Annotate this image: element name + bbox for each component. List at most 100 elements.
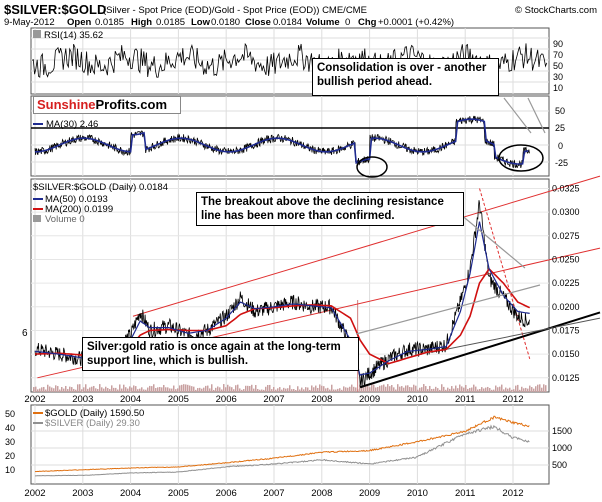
volume-bar [153, 384, 155, 392]
volume-bar [381, 385, 383, 392]
volume-bar [523, 388, 525, 392]
volume-bar [93, 385, 95, 392]
volume-bar [195, 389, 197, 392]
volume-bar [531, 387, 533, 392]
volume-bar [341, 389, 343, 392]
volume-bar [323, 386, 325, 392]
volume-bar [503, 389, 505, 392]
volume-bar [377, 387, 379, 392]
main-left-tick: 6 [22, 328, 28, 339]
volume-bar [395, 389, 397, 392]
volume-bar [509, 387, 511, 392]
volume-bar [287, 388, 289, 392]
volume-bar [373, 384, 375, 392]
volume-bar [239, 388, 241, 392]
x-tick-2003: 2003 [72, 394, 93, 405]
volume-bar [461, 386, 463, 392]
trend-lines [37, 175, 601, 389]
volume-bar [229, 386, 231, 392]
volume-bar [317, 387, 319, 392]
volume-bar [343, 386, 345, 392]
volume-bar [415, 385, 417, 392]
volume-bar [123, 384, 125, 392]
volume-bar [131, 387, 133, 392]
x-tick-bottom-2004: 2004 [120, 488, 141, 499]
volume-bar [251, 384, 253, 392]
volume-bar [459, 384, 461, 392]
volume-bar [353, 386, 355, 392]
annotation-consolidation: Consolidation is over - another bullish … [312, 58, 499, 96]
volume-bar [169, 388, 171, 392]
volume-bar [389, 386, 391, 392]
x-tick-bottom-2010: 2010 [407, 488, 428, 499]
volume-bar [383, 384, 385, 392]
volume-bar [253, 388, 255, 392]
volume-bar [241, 389, 243, 392]
volume-bar [205, 385, 207, 392]
volume-bar [273, 387, 275, 392]
volume-bar [443, 386, 445, 392]
osc-tick-50: 50 [555, 106, 565, 116]
volume-bar [423, 384, 425, 392]
rsi-line [31, 42, 548, 78]
bottom-x-axis: 2002 2003 2004 2005 2006 2007 2008 2009 2010 2011… [24, 488, 523, 499]
long-term-support-line [359, 311, 601, 389]
volume-bar [409, 386, 411, 392]
volume-bar [327, 387, 329, 392]
volume-bar [49, 386, 51, 392]
volume-bar [397, 384, 399, 392]
volume-bar [315, 385, 317, 392]
volume-bar [371, 384, 373, 392]
volume-bar [161, 387, 163, 392]
volume-bar [249, 386, 251, 392]
y-tick-0.0125: 0.0125 [552, 373, 580, 383]
volume-bar [243, 389, 245, 392]
volume-bar [213, 389, 215, 392]
volume-bar [337, 388, 339, 392]
y-tick-0.0175: 0.0175 [552, 325, 580, 335]
volume-bar [305, 387, 307, 392]
silver-line [35, 424, 530, 477]
volume-bar [277, 388, 279, 392]
volume-bar [301, 387, 303, 392]
volume-bar [255, 385, 257, 392]
volume-bar [265, 386, 267, 392]
osc-circle-2012 [498, 144, 544, 172]
rsi-tick-90: 90 [553, 39, 563, 49]
volume-bar [159, 387, 161, 392]
volume-bar [321, 385, 323, 392]
watermark: © StockCharts.com [515, 5, 597, 16]
volume-bar [355, 387, 357, 392]
volume-bar [369, 387, 371, 392]
close-value: 0.0184 [273, 17, 302, 28]
volume-bar [449, 388, 451, 392]
volume-bar [217, 386, 219, 392]
volume-bar [505, 387, 507, 392]
volume-bar [45, 389, 47, 392]
x-tick-bottom-2007: 2007 [263, 488, 284, 499]
osc-tick-0: 0 [558, 141, 563, 151]
volume-value: 0 [345, 17, 350, 28]
logo-part-1: Sunshine [37, 97, 96, 112]
volume-bar [37, 389, 39, 392]
volume-bar [361, 386, 363, 392]
volume-bar [419, 387, 421, 392]
volume-bar [487, 386, 489, 392]
volume-bar [209, 388, 211, 392]
main-y-ticks: 0.0325 0.0300 0.0275 0.0250 0.0225 0.0200 0.01… [552, 183, 580, 382]
volume-bar [299, 389, 301, 392]
volume-bar [269, 384, 271, 392]
volume-bar [53, 388, 55, 392]
volume-bar [101, 387, 103, 392]
volume-bar [501, 384, 503, 392]
volume-bar [43, 386, 45, 392]
volume-bar [473, 384, 475, 392]
volume-bar [235, 385, 237, 392]
x-tick-2010: 2010 [407, 394, 428, 405]
volume-legend-swatch [33, 215, 41, 222]
volume-bar [67, 389, 69, 392]
volume-bar [191, 386, 193, 392]
volume-bar [515, 385, 517, 392]
volume-bar [113, 387, 115, 392]
